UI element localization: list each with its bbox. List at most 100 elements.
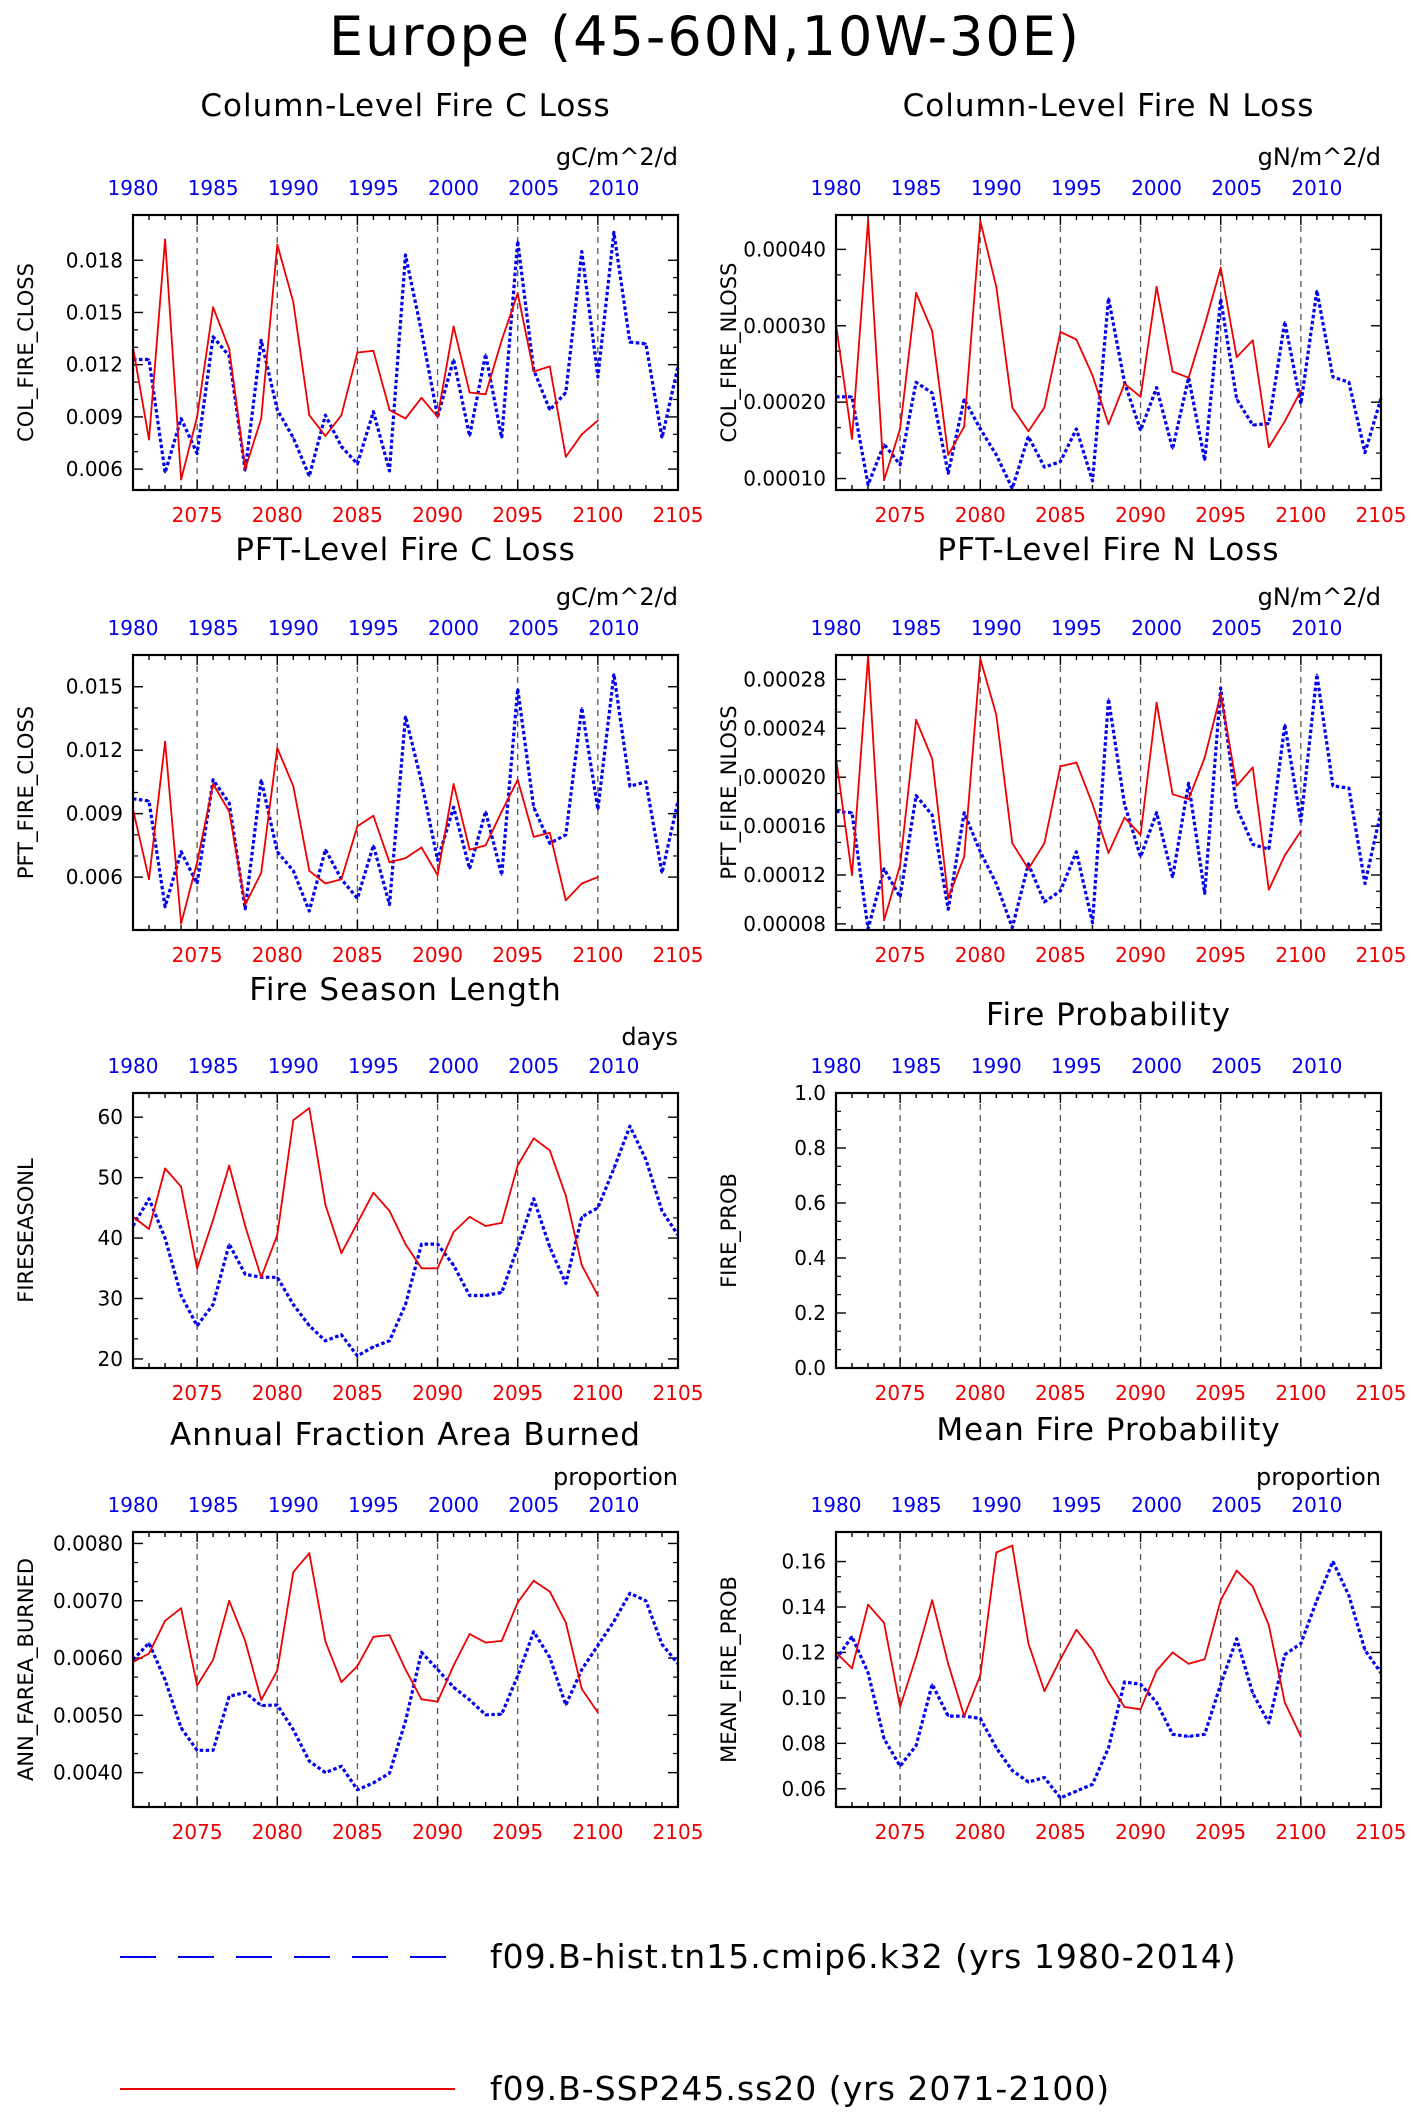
data-point-hist — [612, 1167, 615, 1170]
data-point-ssp — [1283, 854, 1286, 857]
chart-panel-6: Fire Probability 1980 1985 1990 1995 2000 2005… — [717, 997, 1406, 1405]
data-point-hist — [1219, 687, 1222, 689]
plot-frame — [131, 1091, 680, 1370]
data-point-hist — [500, 1713, 503, 1716]
top-axis-tick-label: 2010 — [1291, 1054, 1342, 1078]
top-axis-tick-label: 1980 — [811, 1054, 862, 1078]
plot-frame — [834, 213, 1383, 492]
data-point-hist — [164, 471, 166, 474]
legend: f09.B-hist.tn15.cmip6.k32 (yrs 1980-2014… — [120, 1937, 1236, 2108]
data-point-ssp — [1251, 339, 1254, 342]
data-point-ssp — [1027, 1642, 1030, 1645]
data-point-ssp — [324, 435, 327, 437]
top-axis-tick-label: 1990 — [971, 176, 1022, 200]
y-tick-label: 40 — [98, 1226, 123, 1250]
data-point-hist — [564, 1704, 567, 1706]
data-point-hist — [276, 1704, 279, 1706]
top-axis-tick-label: 1985 — [891, 176, 942, 200]
data-point-hist — [532, 1630, 535, 1633]
data-point-hist — [1171, 1733, 1174, 1736]
data-point-hist — [645, 1599, 647, 1602]
data-point-ssp — [292, 1119, 295, 1122]
data-point-ssp — [979, 1674, 982, 1677]
y-tick-label: 0.00028 — [743, 667, 826, 691]
bottom-axis-tick-label: 2100 — [1275, 1381, 1326, 1405]
data-point-hist — [596, 1644, 599, 1647]
data-point-hist — [1283, 321, 1286, 323]
data-point-ssp — [1043, 406, 1046, 409]
data-point-ssp — [388, 409, 391, 411]
top-axis-tick-label: 2005 — [1211, 616, 1262, 640]
data-point-hist — [1139, 855, 1142, 858]
data-point-ssp — [468, 1633, 471, 1635]
y-axis-label: COL_FIRE_NLOSS — [717, 263, 742, 443]
top-axis-tick-label: 1990 — [971, 1493, 1022, 1517]
data-point-hist — [629, 1125, 631, 1128]
data-point-ssp — [244, 1225, 247, 1227]
series-line-ssp — [835, 219, 1302, 482]
data-point-hist — [899, 1765, 902, 1767]
data-point-hist — [356, 897, 359, 900]
data-point-hist — [1364, 451, 1366, 454]
data-point-ssp — [1091, 374, 1094, 377]
series-line-ssp — [132, 740, 599, 925]
bottom-axis-tick-label: 2095 — [1195, 1820, 1246, 1844]
data-point-ssp — [995, 285, 998, 288]
data-point-hist — [532, 806, 535, 809]
data-point-hist — [468, 435, 471, 437]
plot-frame — [834, 1091, 1383, 1370]
data-point-ssp — [1107, 852, 1110, 854]
data-point-hist — [468, 1698, 471, 1701]
data-point-ssp — [1235, 784, 1238, 787]
data-point-hist — [915, 381, 918, 384]
data-point-hist — [516, 687, 519, 690]
data-point-hist — [292, 869, 295, 872]
data-point-ssp — [548, 1590, 551, 1593]
data-point-ssp — [500, 810, 503, 813]
data-point-hist — [645, 342, 647, 345]
data-point-ssp — [228, 1164, 231, 1167]
top-axis-tick-label: 2010 — [1291, 176, 1342, 200]
data-point-hist — [148, 1642, 150, 1645]
data-point-ssp — [947, 897, 950, 900]
panel-title: Column-Level Fire C Loss — [200, 88, 610, 124]
data-point-ssp — [979, 657, 982, 660]
data-point-hist — [196, 1749, 199, 1752]
y-tick-label: 0.0040 — [53, 1761, 123, 1785]
data-point-ssp — [947, 453, 950, 456]
series-line-hist — [131, 1591, 680, 1792]
series-line-hist — [836, 289, 1383, 491]
data-point-hist — [645, 1158, 647, 1161]
data-point-ssp — [1299, 389, 1302, 392]
data-point-ssp — [436, 415, 439, 418]
data-point-ssp — [1219, 693, 1222, 696]
data-point-ssp — [1075, 1628, 1078, 1631]
data-point-hist — [292, 1303, 295, 1306]
top-axis-tick-label: 2000 — [1131, 176, 1182, 200]
data-point-ssp — [516, 1164, 519, 1167]
y-tick-label: 0.00010 — [743, 467, 826, 491]
bottom-axis-tick-label: 2085 — [332, 943, 383, 967]
data-point-hist — [260, 1704, 263, 1707]
data-point-hist — [212, 778, 215, 781]
data-point-ssp — [340, 1252, 343, 1255]
data-point-hist — [661, 436, 663, 439]
bottom-axis-tick-label: 2090 — [412, 943, 463, 967]
bottom-axis-tick-label: 2090 — [1115, 943, 1166, 967]
bottom-axis-tick-label: 2095 — [1195, 943, 1246, 967]
top-axis-tick-label: 1985 — [188, 176, 239, 200]
data-point-ssp — [1123, 382, 1126, 385]
y-tick-label: 0.0 — [794, 1356, 826, 1380]
data-point-ssp — [1203, 324, 1206, 326]
data-point-hist — [180, 1294, 182, 1297]
data-point-hist — [629, 785, 631, 788]
data-point-hist — [1027, 435, 1030, 438]
data-point-ssp — [596, 419, 599, 422]
data-point-hist — [1123, 803, 1126, 806]
data-point-hist — [851, 1635, 853, 1638]
top-axis-tick-label: 2010 — [588, 1054, 639, 1078]
y-tick-label: 0.009 — [66, 405, 123, 429]
top-axis-tick-label: 1980 — [811, 176, 862, 200]
y-tick-label: 1.0 — [794, 1081, 826, 1105]
data-point-hist — [372, 1782, 375, 1784]
